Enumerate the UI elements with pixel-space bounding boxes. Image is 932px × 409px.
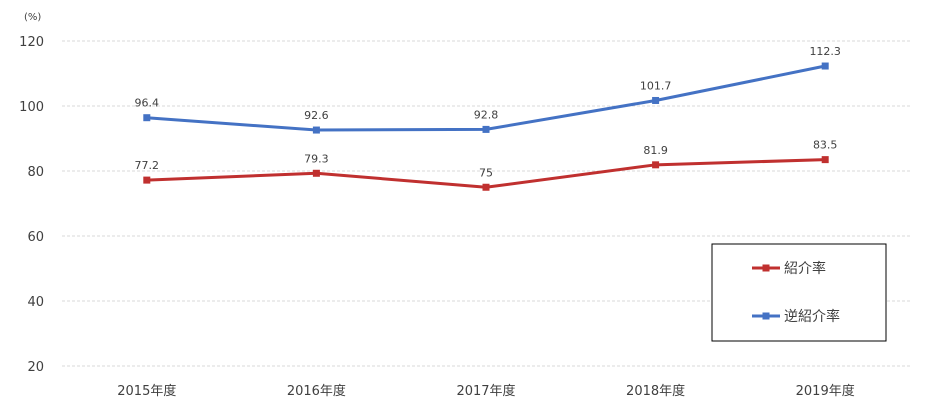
y-tick-label: 100: [19, 100, 44, 115]
data-label: 79.3: [304, 152, 329, 165]
data-label: 83.5: [813, 139, 838, 152]
data-label: 101.7: [640, 79, 672, 92]
series-group: 77.2 79.3 75 81.9 83.5 96.4 92.6 92.8 101.7 112.3: [135, 45, 841, 191]
legend-swatch-marker: [762, 264, 770, 272]
data-point: [143, 114, 151, 122]
y-axis-ticks: 20 40 60 80 100 120: [19, 35, 44, 375]
y-tick-label: 120: [19, 35, 44, 50]
data-point: [821, 62, 829, 70]
data-point: [312, 126, 320, 134]
data-point: [312, 169, 320, 177]
y-tick-label: 60: [27, 230, 44, 245]
legend-label: 紹介率: [784, 260, 826, 277]
y-axis-unit: (%): [24, 12, 41, 23]
legend-swatch-marker: [762, 312, 770, 320]
x-tick-label: 2016年度: [287, 383, 346, 399]
data-point: [652, 161, 660, 169]
legend-label: 逆紹介率: [784, 308, 840, 325]
data-point: [482, 183, 490, 191]
data-point: [482, 125, 490, 133]
data-point: [143, 176, 151, 184]
legend-box: [711, 243, 887, 342]
x-tick-label: 2018年度: [626, 383, 685, 399]
y-tick-label: 80: [27, 165, 44, 180]
data-label: 92.6: [304, 109, 329, 122]
data-label: 112.3: [809, 45, 841, 58]
y-tick-label: 40: [27, 295, 44, 310]
y-tick-label: 20: [27, 360, 44, 375]
data-label: 81.9: [643, 144, 668, 157]
data-point: [821, 156, 829, 164]
data-label: 92.8: [474, 108, 499, 121]
data-point: [652, 96, 660, 104]
x-tick-label: 2017年度: [456, 383, 515, 399]
data-label: 96.4: [135, 97, 160, 110]
x-axis-ticks: 2015年度 2016年度 2017年度 2018年度 2019年度: [117, 383, 854, 399]
data-label: 77.2: [135, 159, 160, 172]
x-tick-label: 2015年度: [117, 383, 176, 399]
x-tick-label: 2019年度: [796, 383, 855, 399]
data-label: 75: [479, 166, 493, 179]
